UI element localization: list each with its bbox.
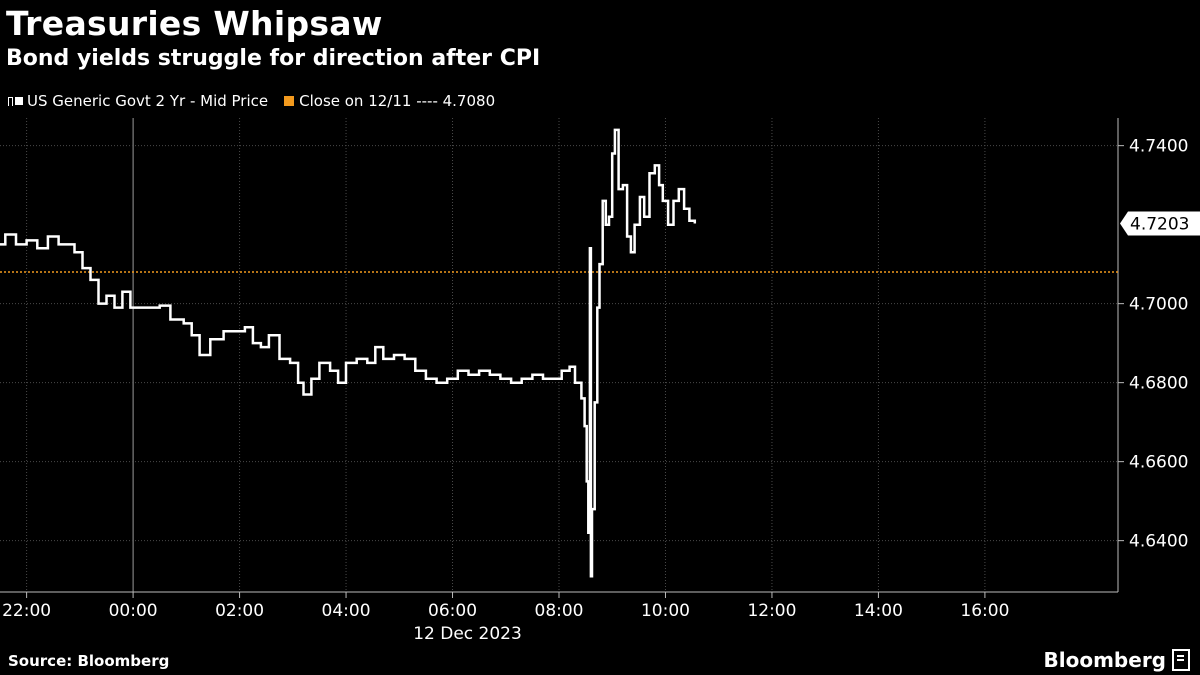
line-marker-icon bbox=[8, 96, 13, 106]
x-tick-label: 12:00 bbox=[747, 601, 796, 621]
y-tick-label: 4.6400 bbox=[1129, 532, 1188, 552]
legend-item-close: Close on 12/11 ---- 4.7080 bbox=[284, 92, 495, 110]
y-tick-label: 4.6600 bbox=[1129, 453, 1188, 473]
last-value-badge bbox=[1120, 211, 1200, 236]
last-value-label: 4.7203 bbox=[1130, 214, 1189, 234]
y-tick-label: 4.7400 bbox=[1129, 137, 1188, 157]
yield-series-line bbox=[0, 128, 697, 578]
legend-label-close: Close on 12/11 ---- 4.7080 bbox=[299, 92, 496, 110]
x-tick-label: 02:00 bbox=[215, 601, 264, 621]
source-note: Source: Bloomberg bbox=[8, 652, 170, 670]
chart-subtitle: Bond yields struggle for direction after… bbox=[6, 46, 541, 71]
x-axis-label: 12 Dec 2023 bbox=[413, 624, 522, 644]
x-tick-label: 08:00 bbox=[535, 601, 584, 621]
logo-text: Bloomberg bbox=[1043, 648, 1166, 672]
close-swatch bbox=[284, 96, 295, 106]
x-tick-label: 06:00 bbox=[428, 601, 477, 621]
y-tick-label: 4.7000 bbox=[1129, 295, 1188, 315]
x-tick-label: 14:00 bbox=[854, 601, 903, 621]
y-tick-label: 4.6800 bbox=[1129, 374, 1188, 394]
bloomberg-logo: Bloomberg bbox=[1044, 648, 1190, 672]
chart-title: Treasuries Whipsaw bbox=[6, 4, 383, 43]
x-tick-label: 22:00 bbox=[2, 601, 51, 621]
chart-legend: US Generic Govt 2 Yr - Mid Price Close o… bbox=[8, 92, 511, 110]
x-tick-label: 00:00 bbox=[109, 601, 158, 621]
legend-label-yield: US Generic Govt 2 Yr - Mid Price bbox=[27, 92, 269, 110]
document-icon bbox=[1172, 649, 1190, 671]
legend-item-yield: US Generic Govt 2 Yr - Mid Price bbox=[8, 92, 268, 110]
series-swatch bbox=[15, 97, 23, 105]
x-tick-label: 10:00 bbox=[641, 601, 690, 621]
x-tick-label: 04:00 bbox=[322, 601, 371, 621]
x-tick-label: 16:00 bbox=[960, 601, 1009, 621]
